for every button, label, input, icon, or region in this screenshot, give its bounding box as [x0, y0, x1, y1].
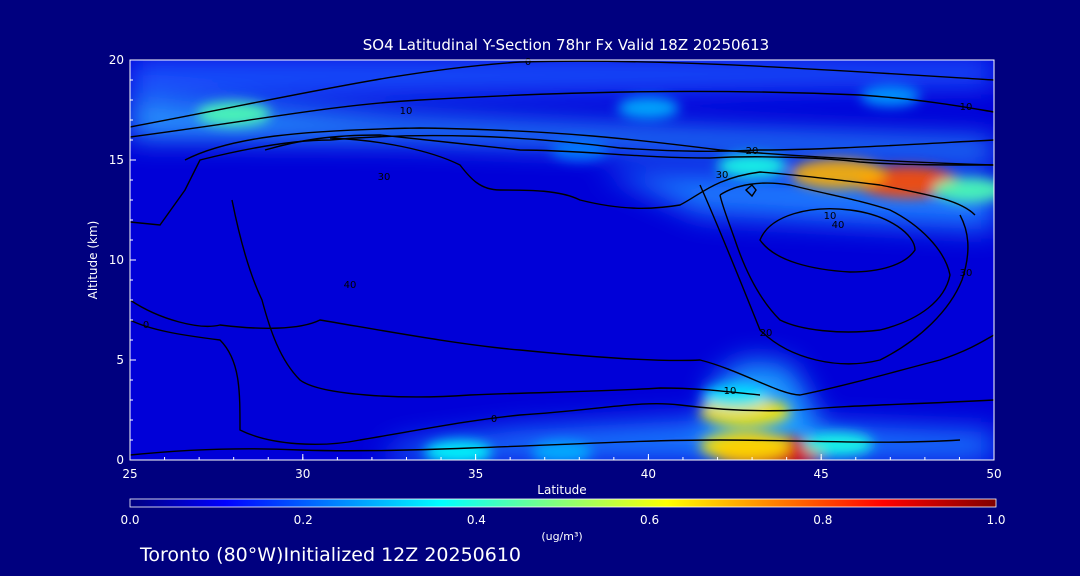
stratosphere-band — [130, 100, 994, 160]
y-tick-label: 10 — [109, 253, 124, 267]
field-blob — [860, 85, 921, 107]
contour-30-right — [699, 184, 969, 365]
colorbar-ramp — [130, 499, 996, 507]
colorbar-frame — [129, 498, 997, 508]
contour-30-core — [719, 182, 951, 333]
contour-20-main — [130, 134, 994, 226]
contour-10-upper — [130, 90, 994, 138]
contour-40-cell — [759, 208, 916, 273]
colorbar-tick-label: 1.0 — [986, 513, 1005, 527]
contour-10-outer — [184, 127, 994, 166]
field-blob — [717, 154, 787, 178]
colorbar-tick-label: 0.8 — [813, 513, 832, 527]
y-tick-label: 5 — [116, 353, 124, 367]
contour-labels: 0 10 10 20 30 30 40 40 30 20 10 0 0 10 — [143, 57, 973, 425]
field-blob — [803, 432, 874, 456]
contour-10-lower — [130, 319, 994, 445]
contour-label: 0 — [525, 57, 531, 68]
contour-label: 0 — [143, 320, 149, 331]
contour-label: 30 — [378, 172, 391, 183]
contour-label: 0 — [491, 414, 497, 425]
upper-band — [130, 60, 994, 95]
chart-title: SO4 Latitudinal Y-Section 78hr Fx Valid … — [363, 36, 769, 54]
x-axis-label: Latitude — [537, 483, 586, 497]
x-tick-label: 45 — [814, 467, 829, 481]
colorbar-tick-label: 0.6 — [640, 513, 659, 527]
contour-label: 10 — [400, 106, 413, 117]
contour-label: 30 — [960, 268, 973, 279]
y-axis-label: Altitude (km) — [86, 221, 100, 300]
contour-label: 20 — [746, 146, 759, 157]
contour-30-west — [329, 137, 976, 216]
field-blob — [617, 97, 680, 119]
field-blob — [531, 441, 593, 460]
contour-label: 10 — [960, 102, 973, 113]
plot-area — [130, 60, 994, 460]
colorbar-tick-label: 0.2 — [294, 513, 313, 527]
x-tick-label: 50 — [986, 467, 1001, 481]
contour-20-lower — [130, 299, 994, 396]
contour-lines — [130, 60, 994, 456]
contour-20-inner — [264, 134, 994, 166]
contour-label: 10 — [824, 211, 837, 222]
contour-label: 20 — [760, 328, 773, 339]
field-blob — [791, 159, 886, 189]
y-tick-label: 15 — [109, 153, 124, 167]
contour-label: 10 — [724, 386, 737, 397]
colorbar-tick-label: 0.0 — [120, 513, 139, 527]
colorbar-unit-label: (ug/m³) — [541, 530, 582, 543]
colorbar-ticks: 0.0 0.2 0.4 0.6 0.8 1.0 — [120, 513, 1005, 527]
contour-label: 30 — [716, 170, 729, 181]
x-tick-label: 35 — [468, 467, 483, 481]
contour-diamond — [744, 184, 757, 198]
contour-0-top — [130, 60, 994, 128]
field-blob — [932, 177, 994, 203]
contour-label: 40 — [344, 280, 357, 291]
y-axis: 0 5 10 15 20 — [109, 53, 136, 467]
field-blob — [699, 431, 791, 460]
contour-label: 40 — [832, 220, 845, 231]
x-tick-label: 25 — [122, 467, 137, 481]
x-tick-label: 40 — [641, 467, 656, 481]
colorbar-tick-label: 0.4 — [467, 513, 486, 527]
colorbar: 0.0 0.2 0.4 0.6 0.8 1.0 (ug/m³) — [120, 498, 1006, 543]
contour-0-inner — [231, 199, 761, 398]
x-tick-label: 30 — [295, 467, 310, 481]
y-tick-label: 20 — [109, 53, 124, 67]
y-tick-label: 0 — [116, 453, 124, 467]
footer-caption: Toronto (80°W)Initialized 12Z 20250610 — [139, 544, 521, 566]
x-axis: 25 30 35 40 45 50 — [122, 454, 1002, 481]
contour-0-surface — [130, 439, 961, 456]
